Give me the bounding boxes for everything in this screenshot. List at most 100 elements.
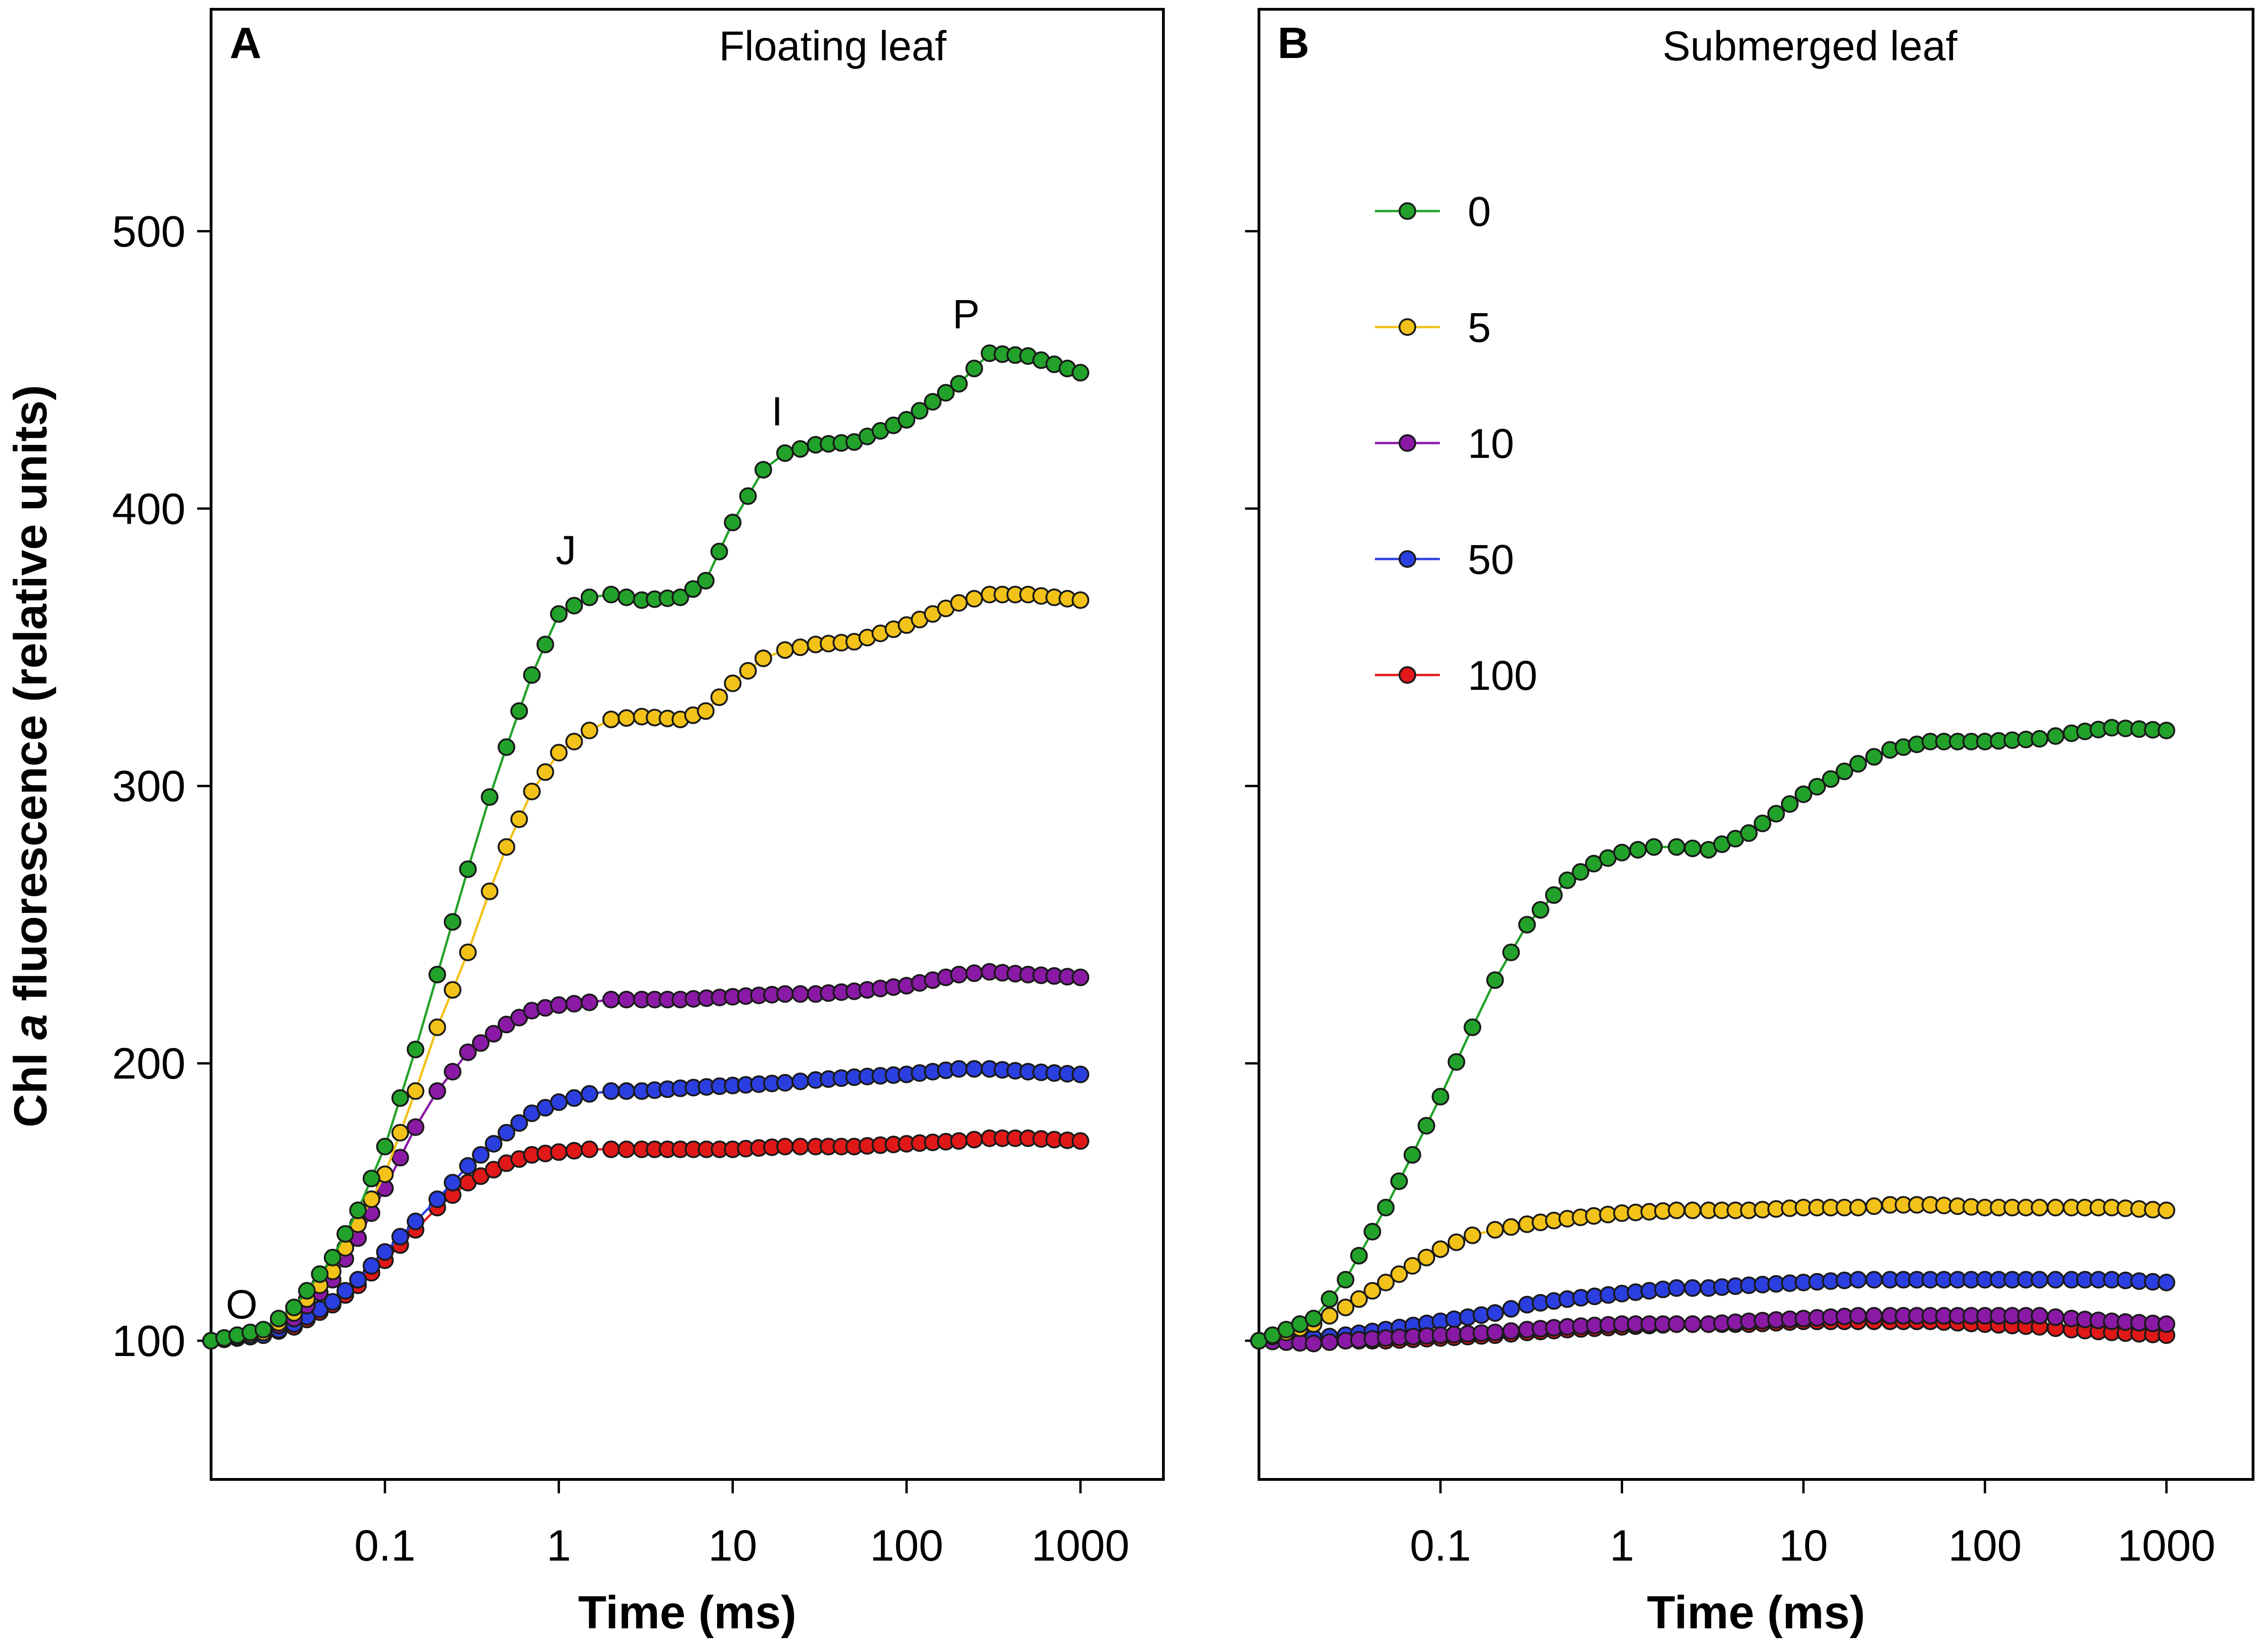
- x-tick-label: 10: [1779, 1521, 1828, 1570]
- data-point: [443, 913, 462, 931]
- data-point: [617, 990, 636, 1009]
- data-point: [965, 590, 983, 608]
- data-point: [391, 1089, 409, 1107]
- data-point: [391, 1228, 409, 1246]
- data-point: [1403, 1257, 1421, 1275]
- data-point: [1447, 1233, 1465, 1251]
- data-point: [523, 783, 541, 801]
- series-0: [202, 344, 1090, 1350]
- data-point: [1836, 762, 1854, 780]
- data-point: [1350, 1290, 1368, 1308]
- x-tick-label: 1000: [2118, 1521, 2215, 1570]
- y-tick-label: 200: [112, 1039, 186, 1088]
- data-point: [1350, 1247, 1368, 1265]
- legend: 0 5 10 50 100: [1375, 189, 1537, 699]
- data-point: [428, 1082, 446, 1100]
- data-point: [550, 1093, 568, 1111]
- data-point: [485, 1135, 503, 1153]
- data-point: [550, 605, 568, 623]
- data-point: [1432, 1240, 1450, 1258]
- data-point: [1336, 1271, 1355, 1289]
- data-point: [1545, 886, 1563, 904]
- series-10: [1250, 1307, 2176, 1352]
- data-point: [336, 1282, 354, 1300]
- data-point: [1865, 748, 1883, 766]
- data-point: [285, 1298, 303, 1317]
- data-point: [565, 1089, 583, 1107]
- data-point: [1486, 971, 1504, 989]
- x-tick-label: 1: [546, 1521, 571, 1570]
- data-point: [1502, 1218, 1520, 1236]
- data-point: [1403, 1146, 1421, 1164]
- data-point: [1390, 1172, 1408, 1190]
- data-point: [1336, 1298, 1355, 1317]
- legend-label: 100: [1468, 653, 1537, 699]
- x-tick-label: 100: [870, 1521, 944, 1570]
- data-point: [428, 1190, 446, 1208]
- data-point: [443, 1063, 462, 1081]
- data-point: [739, 487, 757, 505]
- data-point: [1321, 1333, 1339, 1351]
- data-point: [2030, 1199, 2048, 1216]
- data-point: [697, 572, 715, 590]
- panel-title: Submerged leaf: [1663, 23, 1958, 70]
- x-tick-label: 0.1: [354, 1521, 416, 1570]
- data-point: [1849, 755, 1867, 773]
- phase-label-i: I: [771, 388, 783, 434]
- y-tick-label: 500: [112, 207, 186, 256]
- data-point: [459, 943, 477, 961]
- data-point: [472, 1146, 490, 1164]
- data-point: [1668, 1202, 1686, 1219]
- legend-label: 5: [1468, 305, 1491, 351]
- legend-marker: [1399, 434, 1416, 452]
- legend-marker: [1399, 666, 1416, 684]
- data-point: [684, 580, 702, 598]
- data-point: [1683, 839, 1701, 857]
- data-point: [965, 1060, 983, 1078]
- data-point: [550, 1143, 568, 1161]
- data-point: [1753, 814, 1772, 832]
- data-point: [776, 985, 794, 1003]
- data-point: [776, 1074, 794, 1092]
- data-point: [617, 588, 636, 606]
- data-point: [950, 1060, 968, 1078]
- data-point: [1865, 1271, 1883, 1289]
- data-point: [2157, 1273, 2176, 1292]
- phase-label-p: P: [952, 291, 980, 337]
- data-point: [1794, 785, 1812, 804]
- data-point: [950, 594, 968, 612]
- data-point: [497, 738, 515, 756]
- data-point: [1683, 1315, 1701, 1333]
- data-point: [617, 709, 636, 727]
- data-point: [510, 1114, 528, 1132]
- data-point: [710, 688, 728, 706]
- data-point: [1645, 838, 1663, 856]
- data-point: [362, 1257, 380, 1275]
- data-point: [602, 990, 620, 1009]
- data-point: [724, 675, 742, 692]
- data-point: [697, 702, 715, 720]
- data-point: [1849, 1199, 1867, 1216]
- data-point: [1390, 1265, 1408, 1283]
- data-point: [580, 1140, 598, 1158]
- legend-label: 0: [1468, 189, 1491, 235]
- data-point: [550, 996, 568, 1014]
- y-tick-label: 300: [112, 762, 186, 811]
- data-point: [1377, 1199, 1395, 1216]
- data-point: [965, 360, 983, 378]
- data-point: [406, 1212, 424, 1230]
- data-point: [336, 1225, 354, 1243]
- data-point: [754, 649, 772, 668]
- data-point: [1502, 1322, 1520, 1340]
- data-point: [1781, 795, 1799, 813]
- data-point: [349, 1202, 367, 1219]
- data-point: [791, 638, 809, 656]
- data-point: [459, 1157, 477, 1175]
- data-point: [1849, 1271, 1867, 1289]
- plot-frame: [210, 8, 1165, 1481]
- data-point: [898, 411, 916, 429]
- data-point: [776, 1138, 794, 1156]
- data-point: [298, 1282, 316, 1300]
- data-point: [536, 763, 554, 781]
